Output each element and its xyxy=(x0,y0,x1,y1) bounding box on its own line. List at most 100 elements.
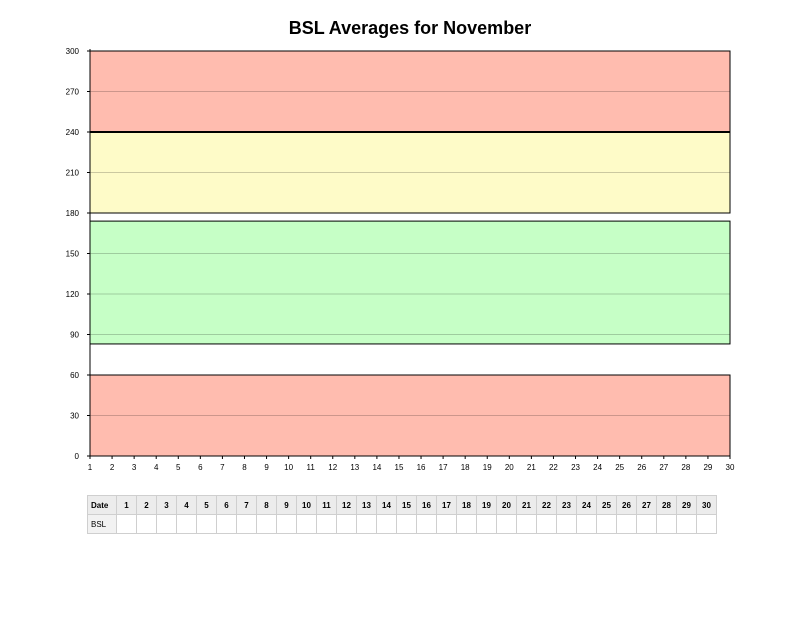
bsl-value-cell[interactable] xyxy=(136,514,157,534)
date-cell: 18 xyxy=(456,495,477,515)
bsl-value-cell[interactable] xyxy=(196,514,217,534)
bsl-row: BSL xyxy=(87,514,717,534)
x-tick-label: 10 xyxy=(284,463,293,472)
x-tick-label: 14 xyxy=(372,463,381,472)
date-cell: 29 xyxy=(676,495,697,515)
bsl-value-cell[interactable] xyxy=(176,514,197,534)
y-tick-label: 180 xyxy=(66,209,80,218)
bsl-value-cell[interactable] xyxy=(256,514,277,534)
date-cell: 13 xyxy=(356,495,377,515)
x-tick-label: 29 xyxy=(703,463,712,472)
bsl-value-cell[interactable] xyxy=(456,514,477,534)
date-cell: 23 xyxy=(556,495,577,515)
x-tick-label: 5 xyxy=(176,463,181,472)
bsl-value-cell[interactable] xyxy=(276,514,297,534)
bsl-value-cell[interactable] xyxy=(436,514,457,534)
date-cell: 14 xyxy=(376,495,397,515)
bsl-value-cell[interactable] xyxy=(116,514,137,534)
x-tick-labels: 1 2 3 4 5 6 7 8 9 10 11 12 13 14 15 16 17 18 19 20 21 22 23 24 2… xyxy=(88,456,735,472)
date-cell: 8 xyxy=(256,495,277,515)
bsl-value-cell[interactable] xyxy=(616,514,637,534)
date-cell: 24 xyxy=(576,495,597,515)
x-tick-label: 4 xyxy=(154,463,159,472)
x-tick-label: 21 xyxy=(527,463,536,472)
x-tick-label: 23 xyxy=(571,463,580,472)
x-tick-label: 3 xyxy=(132,463,137,472)
date-cell: 15 xyxy=(396,495,417,515)
bsl-value-cell[interactable] xyxy=(296,514,317,534)
x-tick-label: 26 xyxy=(637,463,646,472)
bsl-value-cell[interactable] xyxy=(656,514,677,534)
bsl-value-cell[interactable] xyxy=(476,514,497,534)
bsl-value-cell[interactable] xyxy=(516,514,537,534)
range-band-0 xyxy=(89,50,731,133)
y-tick-labels: 0 30 60 90 120 150 180 210 240 270 300 xyxy=(66,47,90,461)
bsl-row-label: BSL xyxy=(87,514,117,534)
axes xyxy=(89,49,730,457)
bsl-value-cell[interactable] xyxy=(536,514,557,534)
x-tick-label: 22 xyxy=(549,463,558,472)
range-band-3 xyxy=(89,374,731,457)
date-cell: 16 xyxy=(416,495,437,515)
bsl-value-cell[interactable] xyxy=(556,514,577,534)
date-cell: 10 xyxy=(296,495,317,515)
bsl-value-cell[interactable] xyxy=(356,514,377,534)
date-cell: 4 xyxy=(176,495,197,515)
bsl-value-cell[interactable] xyxy=(696,514,717,534)
bsl-value-cell[interactable] xyxy=(596,514,617,534)
y-tick-label: 0 xyxy=(75,452,80,461)
date-cell: 17 xyxy=(436,495,457,515)
date-cell: 19 xyxy=(476,495,497,515)
range-band-2 xyxy=(89,220,731,345)
date-cell: 1 xyxy=(116,495,137,515)
bsl-value-cell[interactable] xyxy=(396,514,417,534)
y-tick-label: 300 xyxy=(66,47,80,56)
bsl-value-cell[interactable] xyxy=(496,514,517,534)
chart-title: BSL Averages for November xyxy=(288,18,532,38)
date-cell: 5 xyxy=(196,495,217,515)
x-tick-label: 16 xyxy=(417,463,426,472)
date-cell: 28 xyxy=(656,495,677,515)
x-tick-label: 15 xyxy=(395,463,404,472)
x-tick-label: 9 xyxy=(264,463,269,472)
y-tick-label: 270 xyxy=(66,88,80,97)
range-band-1 xyxy=(89,131,731,214)
x-tick-label: 11 xyxy=(307,463,316,472)
date-cell: 9 xyxy=(276,495,297,515)
date-row: Date 1 2 3 4 5 6 7 8 9 10 11 12 13 14 15 16 17 18 19 20 21 22… xyxy=(87,495,717,515)
bsl-value-cell[interactable] xyxy=(316,514,337,534)
x-tick-label: 13 xyxy=(350,463,359,472)
y-tick-label: 30 xyxy=(70,412,79,421)
bsl-value-cell[interactable] xyxy=(216,514,237,534)
bsl-value-cell[interactable] xyxy=(236,514,257,534)
x-tick-label: 24 xyxy=(593,463,602,472)
x-tick-label: 28 xyxy=(681,463,690,472)
bsl-value-cell[interactable] xyxy=(376,514,397,534)
range-bands xyxy=(89,50,731,457)
bsl-value-cell[interactable] xyxy=(416,514,437,534)
x-tick-label: 1 xyxy=(88,463,93,472)
date-cell: 6 xyxy=(216,495,237,515)
bsl-value-cell[interactable] xyxy=(156,514,177,534)
bsl-data-table: Date 1 2 3 4 5 6 7 8 9 10 11 12 13 14 15 16 17 18 19 20 21 22… xyxy=(87,495,717,534)
x-tick-label: 20 xyxy=(505,463,514,472)
date-cell: 25 xyxy=(596,495,617,515)
date-cell: 2 xyxy=(136,495,157,515)
date-cell: 21 xyxy=(516,495,537,515)
date-cell: 7 xyxy=(236,495,257,515)
date-cell: 11 xyxy=(316,495,337,515)
date-row-label: Date xyxy=(87,495,117,515)
bsl-value-cell[interactable] xyxy=(576,514,597,534)
x-tick-label: 7 xyxy=(220,463,225,472)
date-cell: 22 xyxy=(536,495,557,515)
bsl-value-cell[interactable] xyxy=(336,514,357,534)
date-cell: 12 xyxy=(336,495,357,515)
x-tick-label: 30 xyxy=(726,463,735,472)
y-tick-label: 240 xyxy=(66,128,80,137)
x-tick-label: 8 xyxy=(242,463,247,472)
x-tick-label: 12 xyxy=(328,463,337,472)
date-cell: 26 xyxy=(616,495,637,515)
bsl-value-cell[interactable] xyxy=(636,514,657,534)
bsl-value-cell[interactable] xyxy=(676,514,697,534)
